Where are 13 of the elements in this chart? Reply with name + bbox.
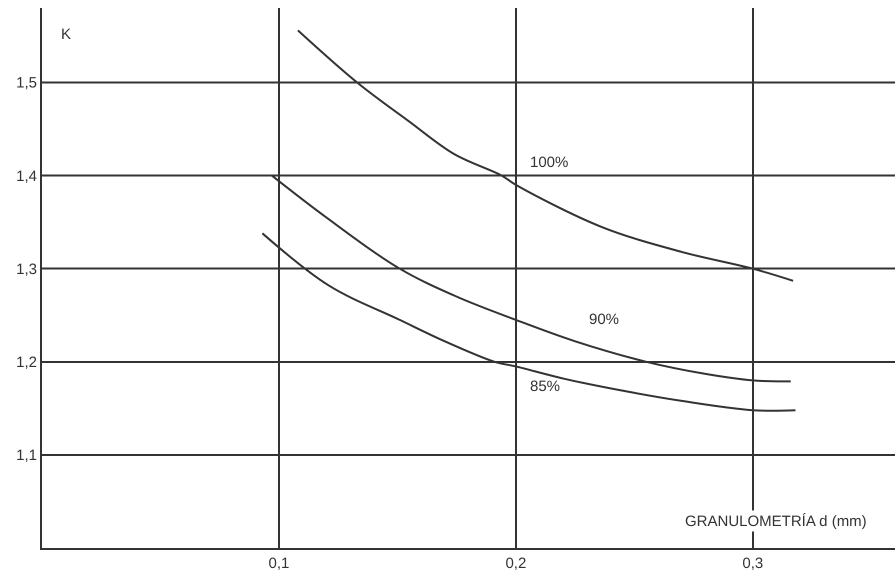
series-label: 90% (589, 311, 620, 328)
y-tick-label: 1,1 (16, 447, 37, 464)
y-tick-label: 1,3 (16, 260, 37, 278)
y-tick-label: 1,4 (16, 168, 37, 185)
x-tick-label: 0,2 (505, 555, 526, 572)
x-tick-label: 0,3 (742, 555, 764, 572)
x-tick-label: 0,1 (268, 555, 290, 572)
series-label: 100% (530, 154, 568, 171)
series-label: 85% (530, 378, 560, 395)
y-tick-label: 1,5 (16, 74, 37, 92)
y-axis-title: K (61, 26, 72, 43)
y-tick-label: 1,2 (16, 354, 37, 372)
x-axis-title: GRANULOMETRÍA d (mm) (685, 512, 867, 530)
